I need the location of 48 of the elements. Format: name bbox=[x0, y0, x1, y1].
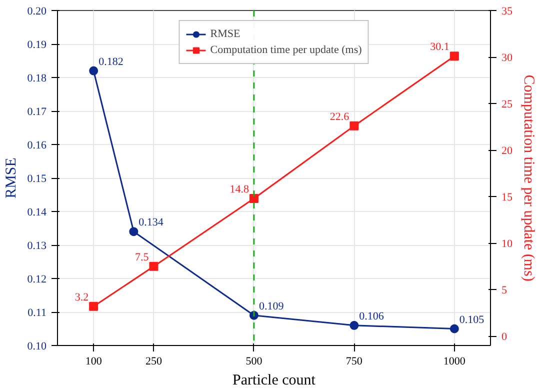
data-label: 0.182 bbox=[98, 56, 124, 68]
x-tick-label: 500 bbox=[246, 356, 263, 368]
data-label: 22.6 bbox=[330, 110, 350, 123]
y2-tick-label: 10 bbox=[502, 238, 513, 250]
point bbox=[350, 121, 359, 130]
y-tick-label: 0.16 bbox=[27, 140, 47, 152]
y2-tick-label: 15 bbox=[502, 192, 513, 204]
y-tick-label: 0.12 bbox=[27, 274, 46, 286]
legend-label: Computation time per update (ms) bbox=[210, 43, 362, 57]
y2-tick-label: 20 bbox=[502, 145, 513, 158]
data-label: 0.106 bbox=[359, 310, 384, 322]
x-tick-label: 250 bbox=[145, 356, 162, 368]
y-tick-label: 0.15 bbox=[27, 173, 47, 185]
data-label: 0.134 bbox=[138, 216, 164, 229]
point bbox=[89, 302, 98, 311]
y2-tick-label: 5 bbox=[502, 284, 508, 297]
legend-label: RMSE bbox=[210, 27, 240, 41]
y2-tick-label: 25 bbox=[502, 98, 513, 111]
x-tick-label: 750 bbox=[346, 356, 363, 368]
x-axis-title: Particle count bbox=[232, 372, 316, 388]
data-label: 30.1 bbox=[430, 41, 450, 54]
y-tick-label: 0.13 bbox=[27, 240, 47, 252]
point bbox=[149, 262, 158, 271]
y-tick-label: 0.20 bbox=[27, 6, 47, 18]
data-label: 7.5 bbox=[134, 251, 150, 264]
point bbox=[89, 66, 98, 76]
data-label: 3.2 bbox=[74, 291, 89, 304]
x-tick-label: 1000 bbox=[443, 356, 466, 368]
y-tick-label: 0.11 bbox=[28, 307, 46, 319]
point bbox=[450, 324, 459, 334]
y2-tick-label: 0 bbox=[502, 331, 508, 344]
y-tick-label: 0.10 bbox=[27, 340, 47, 352]
y-tick-label: 0.14 bbox=[27, 206, 47, 218]
point bbox=[350, 320, 359, 330]
x-tick-label: 100 bbox=[85, 356, 102, 368]
y2-axis-title: Computation time per update (ms) bbox=[520, 74, 536, 282]
y-tick-label: 0.18 bbox=[27, 72, 47, 84]
point bbox=[450, 52, 459, 61]
point bbox=[129, 227, 138, 236]
y-tick-label: 0.17 bbox=[27, 106, 47, 118]
data-label: 14.8 bbox=[230, 183, 250, 196]
data-label: 0.109 bbox=[258, 300, 284, 312]
y-tick-label: 0.19 bbox=[27, 39, 47, 51]
y2-tick-label: 30 bbox=[502, 52, 513, 64]
y2-tick-label: 35 bbox=[502, 6, 513, 18]
data-label: 0.105 bbox=[459, 314, 485, 326]
point bbox=[249, 194, 258, 203]
y-axis-title: RMSE bbox=[3, 158, 20, 198]
